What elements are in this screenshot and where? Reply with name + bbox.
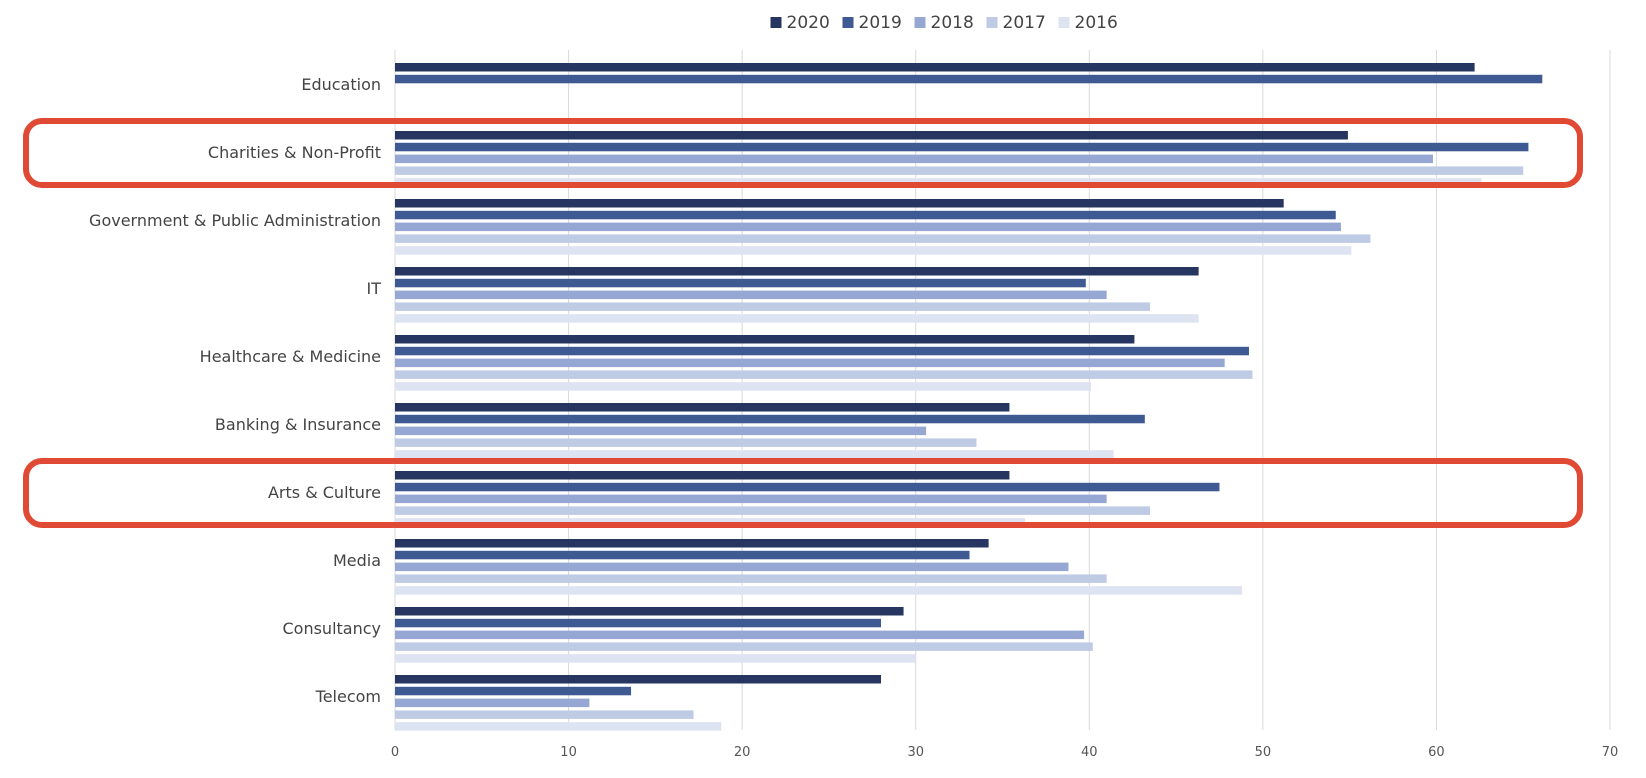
bar-it-2019 bbox=[395, 278, 1086, 288]
category-label-education: Education bbox=[301, 75, 381, 94]
legend-label-2016: 2016 bbox=[1075, 13, 1118, 33]
bar-media-2019 bbox=[395, 550, 970, 560]
category-labels: Education Charities & Non-Profit Governmen… bbox=[89, 75, 381, 706]
bar-banking-and-insurance-2017 bbox=[395, 438, 977, 447]
bar-telecom-2018 bbox=[395, 698, 590, 708]
bar-consultancy-2019 bbox=[395, 618, 881, 628]
category-label-it: IT bbox=[367, 279, 382, 298]
bar-healthcare-and-medicine-2017 bbox=[395, 370, 1253, 379]
bar-consultancy-2018 bbox=[395, 630, 1085, 640]
bar-it-2018 bbox=[395, 290, 1107, 300]
bar-healthcare-and-medicine-2020 bbox=[395, 335, 1135, 344]
bar-arts-and-culture-2017 bbox=[395, 506, 1151, 515]
bar-it-2016 bbox=[395, 314, 1199, 323]
bar-government-and-public-administration-2016 bbox=[395, 246, 1352, 255]
x-tick-label: 10 bbox=[560, 745, 577, 760]
bar-charities-and-non-profit-2020 bbox=[395, 131, 1348, 140]
legend-swatch-2016 bbox=[1058, 17, 1070, 28]
bar-arts-and-culture-2018 bbox=[395, 494, 1107, 504]
bar-media-2020 bbox=[395, 539, 989, 548]
bar-arts-and-culture-2019 bbox=[395, 482, 1220, 492]
bar-education-2020 bbox=[395, 63, 1475, 72]
bar-it-2020 bbox=[395, 267, 1199, 276]
bar-it-2017 bbox=[395, 302, 1151, 311]
highlight-box-arts-and-culture bbox=[23, 458, 1583, 528]
category-label-charities-and-non-profit: Charities & Non-Profit bbox=[208, 143, 381, 162]
category-label-consultancy: Consultancy bbox=[282, 619, 381, 638]
category-label-arts-and-culture: Arts & Culture bbox=[268, 483, 381, 502]
category-label-banking-and-insurance: Banking & Insurance bbox=[215, 415, 381, 434]
bar-telecom-2017 bbox=[395, 710, 694, 719]
x-tick-label: 0 bbox=[391, 745, 399, 760]
legend-label-2019: 2019 bbox=[859, 13, 902, 33]
x-tick-label: 20 bbox=[734, 745, 751, 760]
bar-charities-and-non-profit-2019 bbox=[395, 142, 1529, 152]
legend-swatch-2019 bbox=[842, 17, 854, 28]
bar-charities-and-non-profit-2018 bbox=[395, 154, 1433, 164]
bar-telecom-2019 bbox=[395, 686, 632, 696]
category-label-government-and-public-administration: Government & Public Administration bbox=[89, 211, 381, 230]
highlight-box-charities-and-non-profit bbox=[23, 118, 1583, 188]
highlight-boxes bbox=[23, 118, 1583, 528]
legend-label-2020: 2020 bbox=[787, 13, 830, 33]
bar-telecom-2016 bbox=[395, 722, 722, 731]
bar-banking-and-insurance-2019 bbox=[395, 414, 1145, 424]
bar-government-and-public-administration-2020 bbox=[395, 199, 1284, 208]
bar-arts-and-culture-2020 bbox=[395, 471, 1010, 480]
category-label-healthcare-and-medicine: Healthcare & Medicine bbox=[200, 347, 381, 366]
bar-healthcare-and-medicine-2016 bbox=[395, 382, 1092, 391]
x-tick-label: 60 bbox=[1428, 745, 1445, 760]
bar-media-2017 bbox=[395, 574, 1107, 583]
x-tick-label: 50 bbox=[1255, 745, 1272, 760]
legend-label-2018: 2018 bbox=[931, 13, 974, 33]
legend-swatch-2018 bbox=[914, 17, 926, 28]
category-label-telecom: Telecom bbox=[315, 687, 381, 706]
x-tick-label: 40 bbox=[1081, 745, 1098, 760]
legend-swatch-2020 bbox=[770, 17, 782, 28]
bar-charities-and-non-profit-2017 bbox=[395, 166, 1524, 175]
bar-media-2016 bbox=[395, 586, 1243, 595]
bar-government-and-public-administration-2019 bbox=[395, 210, 1336, 220]
legend-swatch-2017 bbox=[986, 17, 998, 28]
bar-consultancy-2016 bbox=[395, 654, 916, 663]
x-axis-ticks: 0 10 20 30 40 50 60 70 bbox=[391, 745, 1618, 760]
bar-healthcare-and-medicine-2019 bbox=[395, 346, 1249, 356]
bar-consultancy-2017 bbox=[395, 642, 1093, 651]
category-label-media: Media bbox=[333, 551, 381, 570]
legend-label-2017: 2017 bbox=[1003, 13, 1046, 33]
bar-education-2019 bbox=[395, 74, 1543, 84]
bars-group bbox=[395, 63, 1543, 731]
bar-government-and-public-administration-2018 bbox=[395, 222, 1341, 232]
chart-legend: 2020 2019 2018 2017 2016 bbox=[770, 13, 1118, 33]
bar-media-2018 bbox=[395, 562, 1069, 572]
bar-government-and-public-administration-2017 bbox=[395, 234, 1371, 243]
bar-consultancy-2020 bbox=[395, 607, 904, 616]
bar-banking-and-insurance-2018 bbox=[395, 426, 927, 436]
bar-telecom-2020 bbox=[395, 675, 881, 684]
x-tick-label: 70 bbox=[1602, 745, 1619, 760]
bar-banking-and-insurance-2016 bbox=[395, 450, 1114, 459]
x-tick-label: 30 bbox=[907, 745, 924, 760]
bar-banking-and-insurance-2020 bbox=[395, 403, 1010, 412]
bar-healthcare-and-medicine-2018 bbox=[395, 358, 1225, 368]
